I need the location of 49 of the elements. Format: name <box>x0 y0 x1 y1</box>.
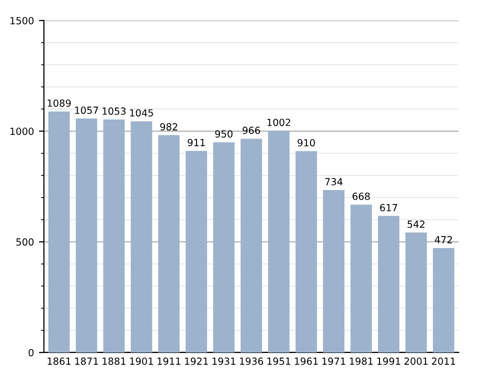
bar <box>158 135 180 352</box>
data-label: 668 <box>352 192 370 200</box>
x-tick-label: 1871 <box>75 358 98 365</box>
bar <box>103 119 125 352</box>
x-tick-label: 1861 <box>48 358 70 365</box>
y-tick-label: 1500 <box>10 16 34 24</box>
bar <box>323 190 344 352</box>
bar <box>296 151 317 352</box>
data-label: 966 <box>242 126 260 134</box>
bar <box>76 118 98 352</box>
data-label: 982 <box>160 123 178 130</box>
bar <box>240 138 262 352</box>
data-label: 1045 <box>130 109 153 117</box>
x-tick-label: 1971 <box>322 358 346 365</box>
data-label: 911 <box>188 138 205 146</box>
data-label: 1057 <box>75 106 98 114</box>
data-label: 910 <box>298 139 315 146</box>
bar <box>268 130 290 352</box>
x-tick-label: 1981 <box>350 358 373 365</box>
bar <box>48 111 70 352</box>
data-label: 1002 <box>267 118 290 126</box>
data-label: 1053 <box>102 107 126 115</box>
x-tick-label: 2011 <box>432 358 456 365</box>
data-label: 734 <box>325 178 342 186</box>
x-tick-label: 1931 <box>212 358 236 365</box>
bar <box>186 150 208 352</box>
y-tick-label: 500 <box>16 238 34 246</box>
data-label: 542 <box>408 220 424 228</box>
x-tick-label: 2001 <box>404 358 428 365</box>
x-tick-label: 1951 <box>267 358 290 365</box>
bar <box>432 248 454 352</box>
data-label: 617 <box>380 204 398 212</box>
x-tick-label: 1991 <box>377 358 400 365</box>
x-tick-label: 1911 <box>158 358 180 365</box>
x-tick-label: 1921 <box>185 358 208 365</box>
bar <box>213 142 235 352</box>
bar <box>130 121 152 352</box>
y-tick-label: 1000 <box>10 128 34 136</box>
x-tick-label: 1961 <box>294 358 318 365</box>
y-tick-label: 0 <box>28 348 34 356</box>
x-tick-label: 1881 <box>102 358 126 365</box>
bar <box>378 216 400 352</box>
bar <box>350 204 372 352</box>
data-label: 472 <box>434 236 452 244</box>
bar <box>405 232 427 352</box>
data-label: 950 <box>215 130 232 138</box>
x-tick-label: 1936 <box>240 358 264 365</box>
data-label: 1089 <box>48 99 71 107</box>
x-tick-label: 1901 <box>130 358 153 365</box>
